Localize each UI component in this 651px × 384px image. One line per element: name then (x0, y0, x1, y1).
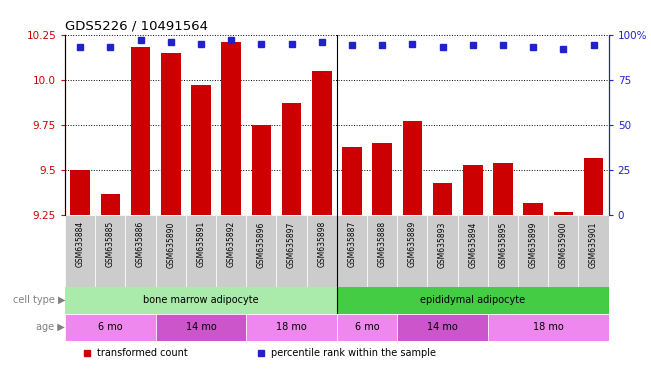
Bar (246, 314, 337, 341)
Bar (428, 215, 458, 286)
Bar (131, 47, 150, 215)
Text: GSM635898: GSM635898 (317, 221, 326, 267)
Text: GSM635884: GSM635884 (76, 221, 85, 267)
Bar (488, 215, 518, 286)
Bar (191, 85, 211, 215)
Text: GSM635885: GSM635885 (106, 221, 115, 267)
Bar (246, 215, 277, 286)
Bar (161, 53, 180, 215)
Bar (523, 203, 543, 215)
Text: 18 mo: 18 mo (276, 322, 307, 332)
Bar (458, 215, 488, 286)
Text: GSM635896: GSM635896 (257, 221, 266, 268)
Text: 6 mo: 6 mo (98, 322, 122, 332)
Text: cell type ▶: cell type ▶ (12, 295, 65, 305)
Bar (367, 215, 397, 286)
Bar (548, 215, 579, 286)
Bar (337, 286, 609, 314)
Text: 14 mo: 14 mo (186, 322, 216, 332)
Bar (584, 157, 603, 215)
Text: GSM635887: GSM635887 (348, 221, 357, 267)
Bar (579, 215, 609, 286)
Text: GSM635897: GSM635897 (287, 221, 296, 268)
Bar (463, 165, 482, 215)
Bar (282, 103, 301, 215)
Text: 18 mo: 18 mo (533, 322, 564, 332)
Bar (95, 215, 126, 286)
Text: GSM635894: GSM635894 (468, 221, 477, 268)
Bar (65, 215, 95, 286)
Text: bone marrow adipocyte: bone marrow adipocyte (143, 295, 259, 305)
Bar (518, 215, 548, 286)
Text: epididymal adipocyte: epididymal adipocyte (421, 295, 525, 305)
Bar (337, 314, 397, 341)
Text: transformed count: transformed count (96, 348, 187, 358)
Bar (216, 215, 246, 286)
Bar (251, 125, 271, 215)
Bar (397, 215, 428, 286)
Bar (342, 147, 362, 215)
Bar (65, 286, 337, 314)
Text: GSM635893: GSM635893 (438, 221, 447, 268)
Bar (553, 212, 573, 215)
Text: GSM635889: GSM635889 (408, 221, 417, 267)
Bar (126, 215, 156, 286)
Text: GSM635899: GSM635899 (529, 221, 538, 268)
Bar (337, 215, 367, 286)
Bar (488, 314, 609, 341)
Bar (402, 121, 422, 215)
Bar (277, 215, 307, 286)
Text: 6 mo: 6 mo (355, 322, 380, 332)
Text: GSM635895: GSM635895 (499, 221, 508, 268)
Bar (70, 170, 90, 215)
Text: GSM635900: GSM635900 (559, 221, 568, 268)
Text: 14 mo: 14 mo (427, 322, 458, 332)
Bar (433, 183, 452, 215)
Bar (156, 314, 246, 341)
Bar (101, 194, 120, 215)
Bar (493, 163, 513, 215)
Text: GDS5226 / 10491564: GDS5226 / 10491564 (65, 19, 208, 32)
Text: age ▶: age ▶ (36, 322, 65, 332)
Text: GSM635892: GSM635892 (227, 221, 236, 267)
Bar (312, 71, 331, 215)
Bar (307, 215, 337, 286)
Text: GSM635890: GSM635890 (166, 221, 175, 268)
Bar (156, 215, 186, 286)
Text: percentile rank within the sample: percentile rank within the sample (271, 348, 436, 358)
Bar (221, 42, 241, 215)
Bar (65, 314, 156, 341)
Bar (397, 314, 488, 341)
Bar (186, 215, 216, 286)
Text: GSM635886: GSM635886 (136, 221, 145, 267)
Bar (372, 143, 392, 215)
Text: GSM635891: GSM635891 (197, 221, 206, 267)
Text: GSM635901: GSM635901 (589, 221, 598, 268)
Text: GSM635888: GSM635888 (378, 221, 387, 267)
